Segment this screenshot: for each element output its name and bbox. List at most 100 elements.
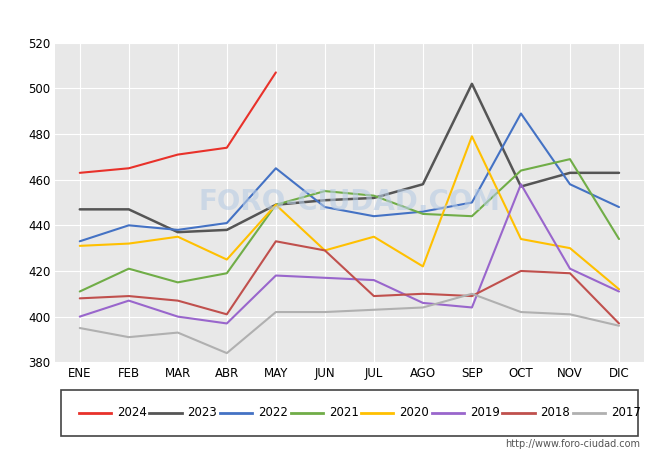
2024 bbox=[223, 145, 231, 150]
Line: 2023: 2023 bbox=[80, 84, 619, 232]
2019 bbox=[321, 275, 329, 280]
2020 bbox=[272, 202, 280, 207]
Text: 2023: 2023 bbox=[188, 406, 217, 419]
Line: 2022: 2022 bbox=[80, 113, 619, 241]
2022 bbox=[517, 111, 525, 116]
Line: 2021: 2021 bbox=[80, 159, 619, 292]
2022 bbox=[125, 223, 133, 228]
2019 bbox=[223, 321, 231, 326]
2017 bbox=[468, 291, 476, 297]
Line: 2017: 2017 bbox=[80, 294, 619, 353]
2017 bbox=[76, 325, 84, 331]
Line: 2020: 2020 bbox=[80, 136, 619, 289]
Text: 2017: 2017 bbox=[611, 406, 641, 419]
2018 bbox=[76, 296, 84, 301]
2022 bbox=[370, 213, 378, 219]
2018 bbox=[321, 248, 329, 253]
2023 bbox=[223, 227, 231, 233]
2023 bbox=[468, 81, 476, 86]
2017 bbox=[419, 305, 427, 310]
2023 bbox=[125, 207, 133, 212]
2023 bbox=[615, 170, 623, 176]
2022 bbox=[174, 227, 182, 233]
2020 bbox=[174, 234, 182, 239]
2021 bbox=[370, 193, 378, 198]
2021 bbox=[468, 213, 476, 219]
2023 bbox=[272, 202, 280, 207]
Text: 2019: 2019 bbox=[470, 406, 500, 419]
2020 bbox=[566, 245, 574, 251]
2019 bbox=[468, 305, 476, 310]
2023 bbox=[517, 184, 525, 189]
Line: 2019: 2019 bbox=[80, 184, 619, 324]
2018 bbox=[223, 312, 231, 317]
2020 bbox=[468, 134, 476, 139]
2019 bbox=[174, 314, 182, 319]
2022 bbox=[76, 238, 84, 244]
2020 bbox=[370, 234, 378, 239]
Text: http://www.foro-ciudad.com: http://www.foro-ciudad.com bbox=[505, 439, 640, 449]
2023 bbox=[76, 207, 84, 212]
2017 bbox=[517, 309, 525, 315]
2021 bbox=[272, 202, 280, 207]
Text: 2018: 2018 bbox=[541, 406, 570, 419]
2022 bbox=[321, 204, 329, 210]
2024 bbox=[272, 70, 280, 75]
2018 bbox=[517, 268, 525, 274]
2020 bbox=[517, 236, 525, 242]
2018 bbox=[125, 293, 133, 299]
Text: 2021: 2021 bbox=[329, 406, 359, 419]
2023 bbox=[321, 198, 329, 203]
2024 bbox=[125, 166, 133, 171]
2021 bbox=[419, 211, 427, 216]
2022 bbox=[566, 181, 574, 187]
2017 bbox=[321, 309, 329, 315]
2018 bbox=[174, 298, 182, 303]
2019 bbox=[370, 277, 378, 283]
2021 bbox=[615, 236, 623, 242]
2023 bbox=[566, 170, 574, 176]
2021 bbox=[566, 157, 574, 162]
2017 bbox=[272, 309, 280, 315]
Text: 2022: 2022 bbox=[258, 406, 288, 419]
2022 bbox=[272, 166, 280, 171]
2017 bbox=[174, 330, 182, 335]
2021 bbox=[321, 189, 329, 194]
2018 bbox=[370, 293, 378, 299]
2017 bbox=[370, 307, 378, 312]
FancyBboxPatch shape bbox=[61, 390, 638, 436]
2024 bbox=[174, 152, 182, 158]
2018 bbox=[272, 238, 280, 244]
2019 bbox=[76, 314, 84, 319]
2019 bbox=[566, 266, 574, 271]
2018 bbox=[615, 321, 623, 326]
2022 bbox=[615, 204, 623, 210]
2017 bbox=[223, 351, 231, 356]
Text: 2024: 2024 bbox=[117, 406, 147, 419]
2021 bbox=[174, 280, 182, 285]
2023 bbox=[174, 230, 182, 235]
2021 bbox=[125, 266, 133, 271]
Line: 2018: 2018 bbox=[80, 241, 619, 324]
2022 bbox=[419, 209, 427, 214]
2022 bbox=[468, 200, 476, 205]
2022 bbox=[223, 220, 231, 226]
2017 bbox=[615, 323, 623, 328]
2024 bbox=[76, 170, 84, 176]
2021 bbox=[517, 168, 525, 173]
2023 bbox=[370, 195, 378, 201]
2020 bbox=[76, 243, 84, 248]
2019 bbox=[125, 298, 133, 303]
2020 bbox=[321, 248, 329, 253]
Text: Afiliados en San Asensio a 31/5/2024: Afiliados en San Asensio a 31/5/2024 bbox=[164, 9, 486, 27]
2020 bbox=[615, 287, 623, 292]
2021 bbox=[223, 270, 231, 276]
2019 bbox=[615, 289, 623, 294]
2019 bbox=[272, 273, 280, 278]
2018 bbox=[419, 291, 427, 297]
2019 bbox=[517, 181, 525, 187]
2020 bbox=[125, 241, 133, 246]
2020 bbox=[419, 264, 427, 269]
Text: 2020: 2020 bbox=[399, 406, 429, 419]
2017 bbox=[566, 312, 574, 317]
